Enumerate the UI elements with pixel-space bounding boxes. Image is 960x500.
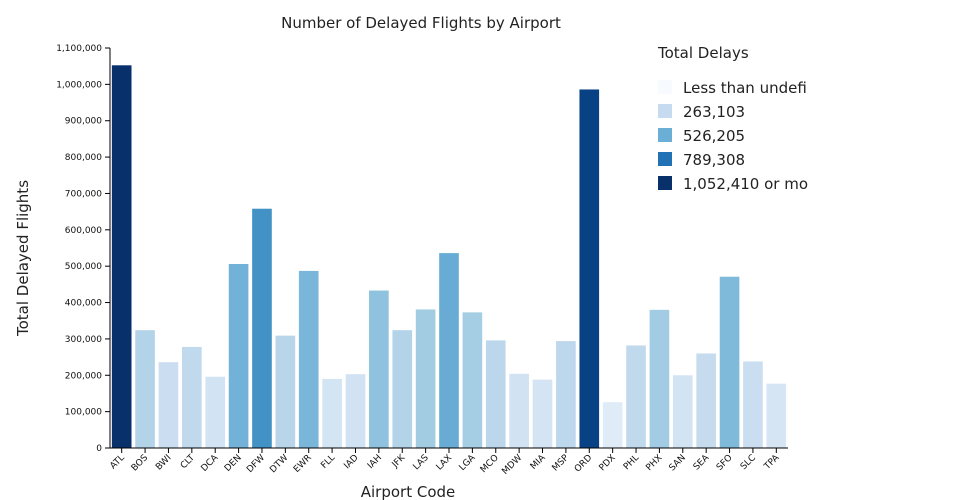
x-tick-label: PHX <box>644 453 664 473</box>
x-tick-label: IAH <box>366 453 384 471</box>
x-tick-label: CLT <box>179 453 197 471</box>
x-tick-label: IAD <box>342 453 360 471</box>
bar-dtw[interactable] <box>275 335 296 448</box>
x-axis: ATL BOS BWI CLT DCA DEN DFW DTW EWR FLL IAD IAH JFK L… <box>108 447 788 477</box>
chart-title: Number of Delayed Flights by Airport <box>281 14 561 32</box>
y-tick-label: 900,000 <box>65 117 102 127</box>
x-tick-label: LGA <box>458 452 478 472</box>
x-tick-label: ORD <box>573 453 594 474</box>
y-tick-label: 300,000 <box>65 335 102 345</box>
bar-sea[interactable] <box>696 353 716 448</box>
x-tick-label: SAN <box>668 453 688 473</box>
bar-slc[interactable] <box>743 361 763 448</box>
legend-swatch <box>658 176 672 190</box>
x-tick-label: MIA <box>529 452 548 471</box>
bar-dfw[interactable] <box>252 208 272 448</box>
bar-ord[interactable] <box>579 89 600 449</box>
y-tick-label: 800,000 <box>65 153 102 163</box>
x-tick-label: MDW <box>500 453 524 477</box>
bar-fll[interactable] <box>322 378 342 448</box>
legend-label: Less than undefined <box>683 79 835 97</box>
y-tick-label: 1,100,000 <box>56 44 102 54</box>
legend-swatch <box>658 80 672 94</box>
x-tick-label: LAS <box>412 453 431 472</box>
x-tick-label: SFO <box>715 453 735 473</box>
y-tick-label: 200,000 <box>65 371 102 381</box>
bar-mia[interactable] <box>532 379 553 448</box>
legend-swatch <box>658 128 672 142</box>
y-tick-label: 400,000 <box>65 299 102 309</box>
x-tick-label: BWI <box>154 453 173 472</box>
bar-atl[interactable] <box>111 65 132 449</box>
legend-label: 1,052,410 or more <box>683 175 823 193</box>
x-tick-label: MSP <box>551 453 572 474</box>
bar-lax[interactable] <box>439 253 459 448</box>
x-tick-label: DEN <box>223 453 244 474</box>
y-tick-label: 1,000,000 <box>56 80 102 90</box>
legend-swatch <box>658 104 672 118</box>
legend-label: 526,205 <box>683 127 745 145</box>
x-tick-label: TPA <box>762 452 782 472</box>
x-tick-label: EWR <box>292 453 314 475</box>
y-tick-label: 700,000 <box>65 189 102 199</box>
bar-iah[interactable] <box>369 290 389 448</box>
bar-msp[interactable] <box>556 341 576 448</box>
y-axis-title: Total Delayed Flights <box>14 180 32 337</box>
x-tick-label: ATL <box>108 453 126 471</box>
bar-iad[interactable] <box>345 374 366 448</box>
bar-phl[interactable] <box>626 345 646 448</box>
legend-swatch <box>658 152 672 166</box>
x-tick-label: FLL <box>319 453 337 471</box>
bar-mco[interactable] <box>485 340 506 448</box>
bar-clt[interactable] <box>182 346 202 448</box>
y-tick-label: 0 <box>96 444 102 454</box>
y-tick-label: 500,000 <box>65 262 102 272</box>
bar-phx[interactable] <box>649 309 670 448</box>
y-tick-label: 600,000 <box>65 226 102 236</box>
x-tick-label: MCO <box>479 453 501 475</box>
bar-tpa[interactable] <box>766 383 787 448</box>
x-tick-label: BOS <box>130 453 151 474</box>
x-tick-label: PDX <box>598 453 618 473</box>
x-tick-label: DTW <box>268 453 290 475</box>
legend-label: 789,308 <box>683 151 745 169</box>
bars <box>111 65 787 449</box>
bar-bos[interactable] <box>135 330 155 448</box>
bar-bwi[interactable] <box>158 362 179 448</box>
x-tick-label: SEA <box>692 452 712 472</box>
bar-jfk[interactable] <box>392 330 413 448</box>
legend-label: 263,103 <box>683 103 745 121</box>
bar-dca[interactable] <box>205 376 226 448</box>
x-tick-label: LAX <box>435 453 454 472</box>
y-tick-label: 100,000 <box>65 408 102 418</box>
bar-las[interactable] <box>415 309 436 448</box>
bar-mdw[interactable] <box>509 373 529 448</box>
x-tick-label: SLC <box>739 453 758 472</box>
x-tick-label: PHL <box>622 453 641 472</box>
legend: Total Delays Less than undefined 263,103 5… <box>657 44 835 193</box>
y-axis: 0 100,000 200,000 300,000 400,000 500,000 600,… <box>56 44 111 454</box>
bar-sfo[interactable] <box>719 276 740 448</box>
bar-pdx[interactable] <box>602 402 623 448</box>
bar-ewr[interactable] <box>298 270 319 448</box>
bar-lga[interactable] <box>462 312 483 448</box>
bar-san[interactable] <box>672 375 693 448</box>
x-tick-label: JFK <box>390 452 408 470</box>
bar-den[interactable] <box>228 264 249 448</box>
legend-title: Total Delays <box>657 44 749 62</box>
x-axis-title: Airport Code <box>361 483 456 500</box>
x-tick-label: DFW <box>245 453 267 475</box>
x-tick-label: DCA <box>200 452 221 473</box>
